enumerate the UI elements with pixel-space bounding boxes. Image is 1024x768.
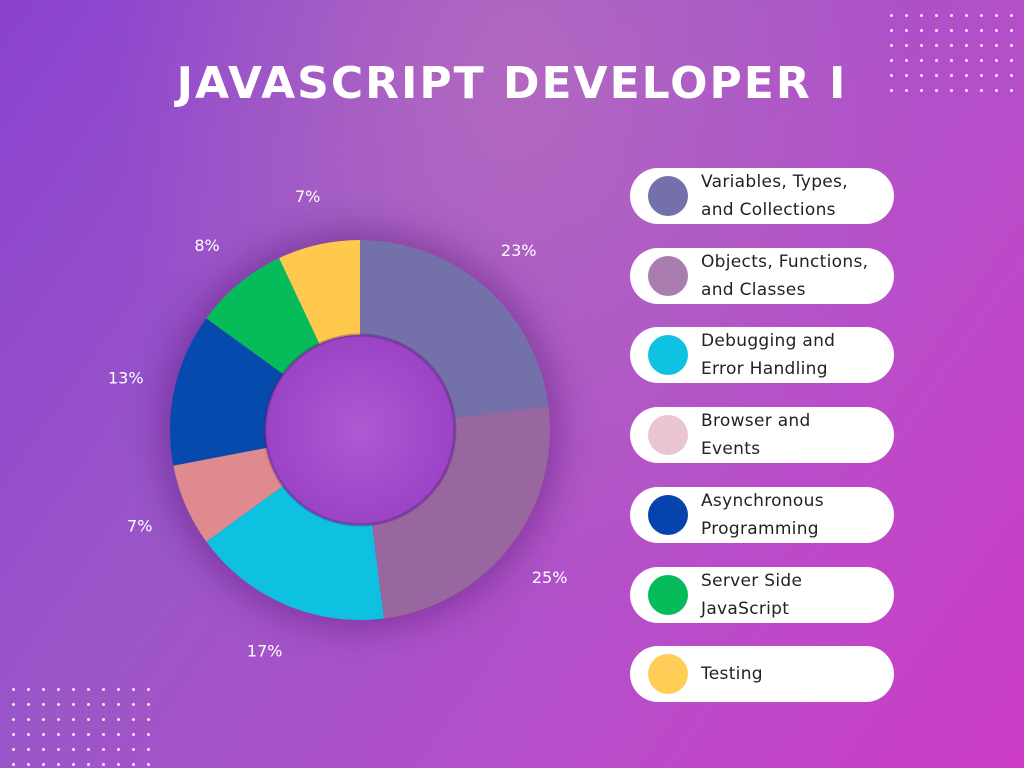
legend-label: Browser and Events (701, 411, 811, 460)
pie-slice (173, 446, 288, 542)
legend-swatch (648, 574, 688, 615)
chart-title: JAVASCRIPT DEVELOPER I (176, 58, 848, 109)
legend-swatch (648, 415, 688, 456)
legend-label: Objects, Functions, and Classes (701, 251, 869, 300)
legend-label: Variables, Types, and Collections (701, 172, 848, 220)
slice-value-label: 23% (501, 241, 537, 260)
legend-label: Server Side JavaScript (701, 570, 803, 619)
legend-item: Variables, Types, and Collections (630, 168, 894, 224)
legend-item: Debugging and Error Handling (630, 327, 894, 384)
legend-swatch (648, 176, 688, 216)
legend-item: Testing (630, 646, 894, 703)
legend-item: Objects, Functions, and Classes (630, 247, 894, 304)
legend-swatch (648, 335, 688, 376)
pie-slice (170, 318, 288, 466)
donut-hole (263, 333, 457, 527)
pie-slice (206, 258, 322, 378)
slice-value-label: 13% (108, 369, 144, 388)
legend-item: Asynchronous Programming (630, 486, 894, 543)
pie-slice (279, 240, 360, 349)
legend-label: Asynchronous Programming (701, 490, 824, 539)
pie-slice (206, 482, 384, 620)
slice-value-label: 7% (127, 516, 152, 535)
legend-swatch (648, 494, 688, 535)
slice-value-label: 17% (247, 641, 283, 660)
legend-item: Browser and Events (630, 407, 894, 464)
legend-swatch (648, 255, 688, 296)
legend-label: Testing (701, 664, 763, 685)
legend-label: Debugging and Error Handling (701, 331, 836, 380)
pie-slice (371, 406, 550, 619)
slice-value-label: 7% (295, 187, 320, 206)
slice-value-label: 8% (194, 236, 219, 255)
legend-swatch (648, 654, 688, 695)
legend-item: Server Side JavaScript (630, 566, 894, 623)
slice-value-label: 25% (532, 568, 568, 587)
pie-slice (360, 240, 549, 419)
